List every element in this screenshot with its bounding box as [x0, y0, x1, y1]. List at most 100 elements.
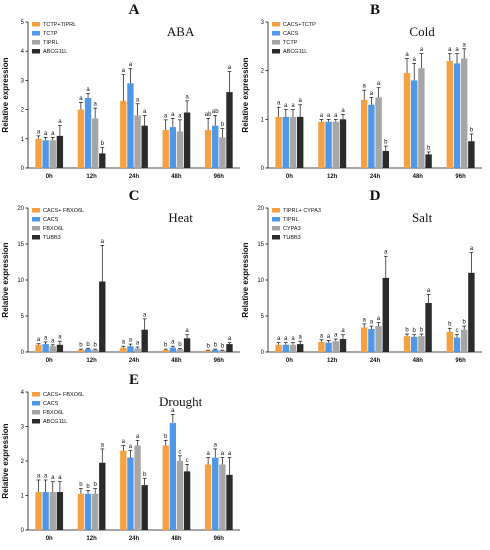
significance-label: b	[93, 482, 97, 488]
significance-label: a	[320, 333, 324, 339]
bar	[84, 97, 92, 168]
legend-swatch	[32, 392, 40, 397]
bar	[289, 116, 297, 168]
bar	[56, 344, 64, 352]
significance-label: a	[291, 103, 295, 109]
x-category-label: 24h	[129, 174, 140, 180]
significance-label: a	[136, 97, 140, 103]
significance-label: b	[463, 320, 467, 326]
legend-label: TCTP	[43, 31, 58, 37]
y-tick-label: 0	[21, 528, 25, 534]
legend-swatch	[32, 410, 40, 415]
y-tick-label: 3	[261, 20, 265, 26]
bar	[226, 474, 233, 530]
bar	[176, 461, 184, 530]
y-tick-label: 1	[21, 494, 25, 500]
legend-swatch	[272, 208, 280, 213]
chart-title: Cold	[409, 24, 435, 39]
y-tick-label: 0	[21, 350, 25, 356]
x-category-label: 96h	[214, 536, 225, 542]
bar	[35, 492, 42, 530]
significance-label: a	[277, 101, 281, 107]
bar	[282, 116, 290, 168]
significance-label: a	[327, 334, 331, 340]
significance-label: a	[171, 112, 175, 118]
bar	[282, 344, 290, 352]
legend-swatch	[32, 208, 40, 213]
significance-label: a	[327, 113, 331, 119]
significance-label: a	[185, 328, 189, 334]
chart-title: ABA	[167, 24, 195, 39]
significance-label: a	[221, 451, 225, 457]
legend-label: TUBB3	[43, 235, 61, 241]
significance-label: a	[93, 102, 97, 108]
significance-label: a	[129, 444, 133, 450]
y-tick-label: 4	[21, 390, 25, 396]
significance-label: a	[370, 91, 374, 97]
bar	[134, 115, 141, 168]
legend-swatch	[32, 40, 40, 45]
significance-label: a	[44, 335, 48, 341]
legend-swatch	[32, 226, 40, 231]
y-axis-label: Relative expression	[241, 57, 250, 132]
bar	[204, 350, 212, 352]
bar	[361, 99, 368, 168]
panel-letter: D	[370, 188, 381, 204]
legend-label: FBXO6L	[43, 410, 64, 416]
bar	[325, 342, 332, 352]
bar	[162, 445, 169, 530]
bar	[141, 329, 148, 352]
x-category-label: 96h	[455, 358, 466, 364]
y-tick-label: 5	[261, 314, 265, 320]
x-category-label: 96h	[214, 358, 225, 364]
significance-label: a	[334, 333, 338, 339]
bar	[425, 303, 432, 352]
significance-label: b	[214, 343, 218, 349]
significance-label: b	[164, 434, 168, 440]
bar	[375, 97, 382, 168]
y-tick-label: 2	[21, 108, 25, 114]
bar	[468, 272, 475, 352]
bar	[183, 338, 191, 352]
significance-label: b	[86, 342, 90, 348]
y-axis-label: Relative expression	[241, 242, 250, 317]
significance-label: a	[136, 340, 140, 346]
significance-label: a	[206, 451, 210, 457]
bar	[162, 130, 169, 168]
significance-label: a	[51, 338, 55, 344]
significance-label: a	[58, 335, 62, 341]
legend-swatch	[32, 31, 40, 36]
bar	[42, 140, 49, 168]
legend-swatch	[32, 401, 40, 406]
bar	[204, 130, 212, 168]
bar	[361, 327, 368, 352]
bar	[410, 80, 418, 168]
y-tick-label: 10	[17, 278, 24, 284]
significance-label: a	[384, 250, 388, 256]
y-tick-label: 5	[21, 314, 25, 320]
significance-label: a	[405, 52, 409, 58]
significance-label: b	[405, 328, 409, 334]
y-tick-label: 1	[21, 137, 25, 143]
significance-label: ab	[212, 109, 219, 115]
legend-label: CACS	[43, 217, 59, 223]
bar	[403, 73, 411, 168]
x-category-label: 48h	[413, 174, 424, 180]
significance-label: a	[455, 47, 459, 53]
x-category-label: 0h	[46, 358, 53, 364]
legend-swatch	[272, 217, 280, 222]
bar	[169, 347, 177, 352]
significance-label: a	[164, 113, 168, 119]
legend-label: CYPA3	[283, 226, 301, 232]
y-tick-label: 0	[21, 166, 25, 172]
bar	[77, 109, 85, 168]
significance-label: b	[470, 127, 474, 133]
bar	[219, 350, 226, 352]
y-tick-label: 0	[261, 350, 265, 356]
bar	[77, 349, 85, 352]
legend-label: TCTP	[283, 40, 298, 46]
bar	[134, 445, 141, 530]
significance-label: a	[143, 312, 147, 318]
